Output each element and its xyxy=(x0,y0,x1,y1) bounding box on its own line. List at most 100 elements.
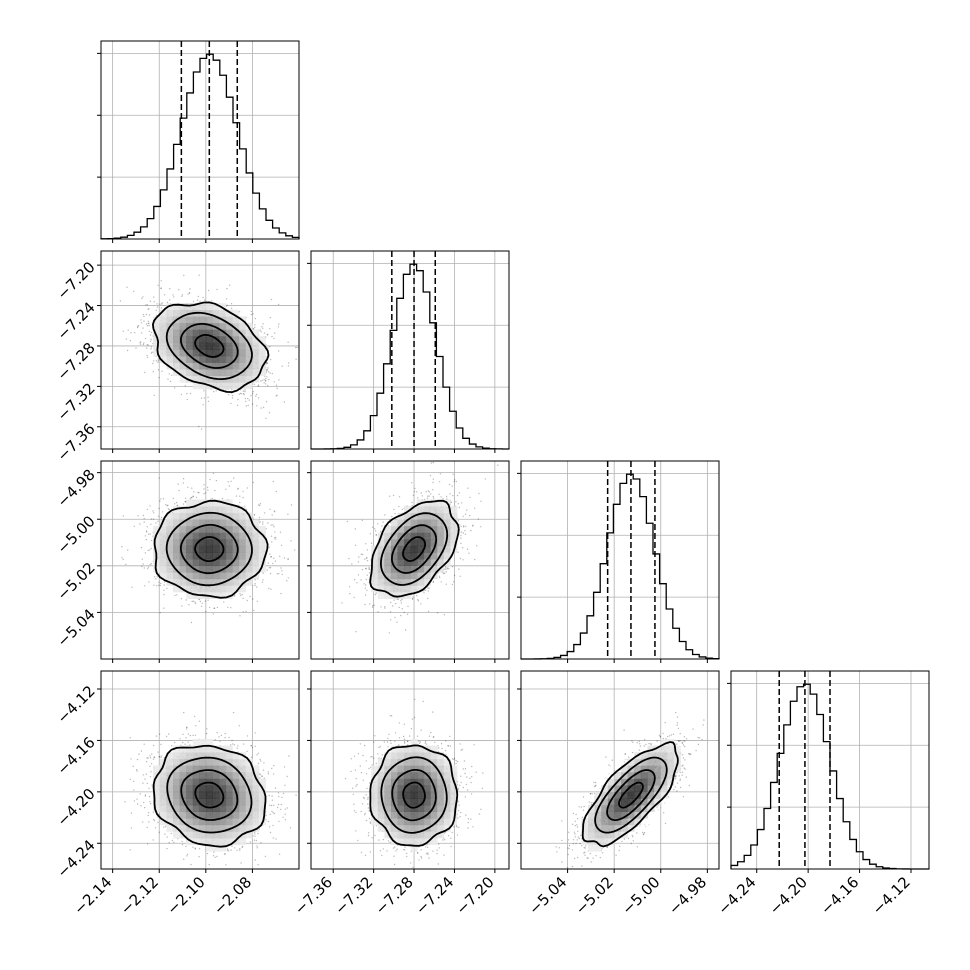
sample-point xyxy=(181,605,183,607)
sample-point xyxy=(254,584,256,587)
sample-point xyxy=(163,593,165,596)
sample-point xyxy=(146,304,149,306)
sample-point xyxy=(270,298,273,301)
panel-frame xyxy=(730,670,930,870)
sample-point xyxy=(174,503,176,505)
sample-point xyxy=(266,370,268,372)
sample-point xyxy=(200,428,203,430)
density-cell xyxy=(186,303,194,311)
sample-point xyxy=(130,332,132,334)
sample-point xyxy=(161,302,163,304)
sample-point xyxy=(274,531,276,533)
sample-point xyxy=(174,594,176,597)
sample-point xyxy=(294,549,296,551)
sample-point xyxy=(153,394,155,397)
density-cell xyxy=(206,369,214,377)
sample-point xyxy=(134,332,136,334)
density-cell xyxy=(212,585,220,593)
density-cell xyxy=(225,585,233,593)
density-cell xyxy=(206,525,214,533)
sample-point xyxy=(189,392,192,395)
sample-point xyxy=(150,547,152,550)
sample-point xyxy=(203,488,205,490)
sample-point xyxy=(146,354,148,357)
sample-point xyxy=(270,535,273,537)
sample-point xyxy=(162,498,165,500)
sample-point xyxy=(262,327,264,329)
sample-point xyxy=(153,301,155,303)
sample-point xyxy=(140,546,143,549)
density-cell xyxy=(219,558,227,566)
sample-point xyxy=(247,397,249,400)
sample-point xyxy=(142,343,145,346)
sample-point xyxy=(268,378,270,381)
sample-point xyxy=(394,616,396,619)
sample-point xyxy=(145,323,148,325)
sample-point xyxy=(295,358,297,360)
sample-point xyxy=(266,362,268,364)
sample-point xyxy=(152,510,154,512)
sample-point xyxy=(144,337,147,340)
density-cell xyxy=(212,342,220,350)
sample-point xyxy=(267,522,269,524)
sample-point xyxy=(121,545,123,548)
sample-point xyxy=(206,486,209,489)
sample-point xyxy=(265,401,268,403)
density-cell xyxy=(159,565,167,573)
sample-point xyxy=(155,578,157,580)
density-cell xyxy=(186,336,194,344)
sample-point xyxy=(240,393,243,395)
density-cell xyxy=(199,316,207,324)
density-cell xyxy=(173,539,181,547)
sample-point xyxy=(147,308,149,310)
density-cell xyxy=(258,539,266,547)
sample-point xyxy=(212,613,215,615)
sample-point xyxy=(430,462,433,464)
density-cell xyxy=(252,558,260,566)
sample-point xyxy=(265,417,267,420)
sample-point xyxy=(229,284,231,286)
histogram-panel xyxy=(517,460,720,660)
density-cell xyxy=(219,572,227,580)
sample-point xyxy=(268,567,271,569)
sample-point xyxy=(258,516,261,519)
sample-point xyxy=(273,557,275,559)
sample-point xyxy=(269,358,272,361)
density-cell xyxy=(239,322,247,330)
sample-point xyxy=(260,407,262,409)
density-cell xyxy=(219,369,227,377)
sample-point xyxy=(470,530,472,532)
sample-point xyxy=(400,614,402,617)
density-cell xyxy=(173,336,181,344)
sample-point xyxy=(159,303,161,305)
sample-point xyxy=(374,593,377,596)
sample-point xyxy=(288,362,290,364)
sample-point xyxy=(259,503,262,505)
sample-point xyxy=(213,390,215,393)
sample-point xyxy=(269,328,271,330)
sample-point xyxy=(171,374,173,376)
density-cell xyxy=(159,558,167,566)
density-cell xyxy=(186,329,194,337)
sample-point xyxy=(227,606,229,608)
histogram-panel xyxy=(97,40,300,240)
sample-point xyxy=(262,521,264,523)
sample-point xyxy=(261,581,264,583)
sample-point xyxy=(244,389,246,391)
sample-point xyxy=(277,326,280,328)
sample-point xyxy=(276,387,278,390)
sample-point xyxy=(204,600,207,602)
sample-point xyxy=(249,595,251,598)
sample-point xyxy=(125,563,127,566)
sample-point xyxy=(252,391,255,393)
density-cell xyxy=(225,369,233,377)
sample-point xyxy=(157,520,159,522)
density-cell xyxy=(173,552,181,560)
sample-point xyxy=(202,296,204,299)
density-cell xyxy=(239,552,247,560)
sample-point xyxy=(140,341,142,343)
sample-point xyxy=(158,584,160,586)
sample-point xyxy=(252,598,254,600)
sample-point xyxy=(147,344,149,346)
sample-point xyxy=(143,517,145,520)
